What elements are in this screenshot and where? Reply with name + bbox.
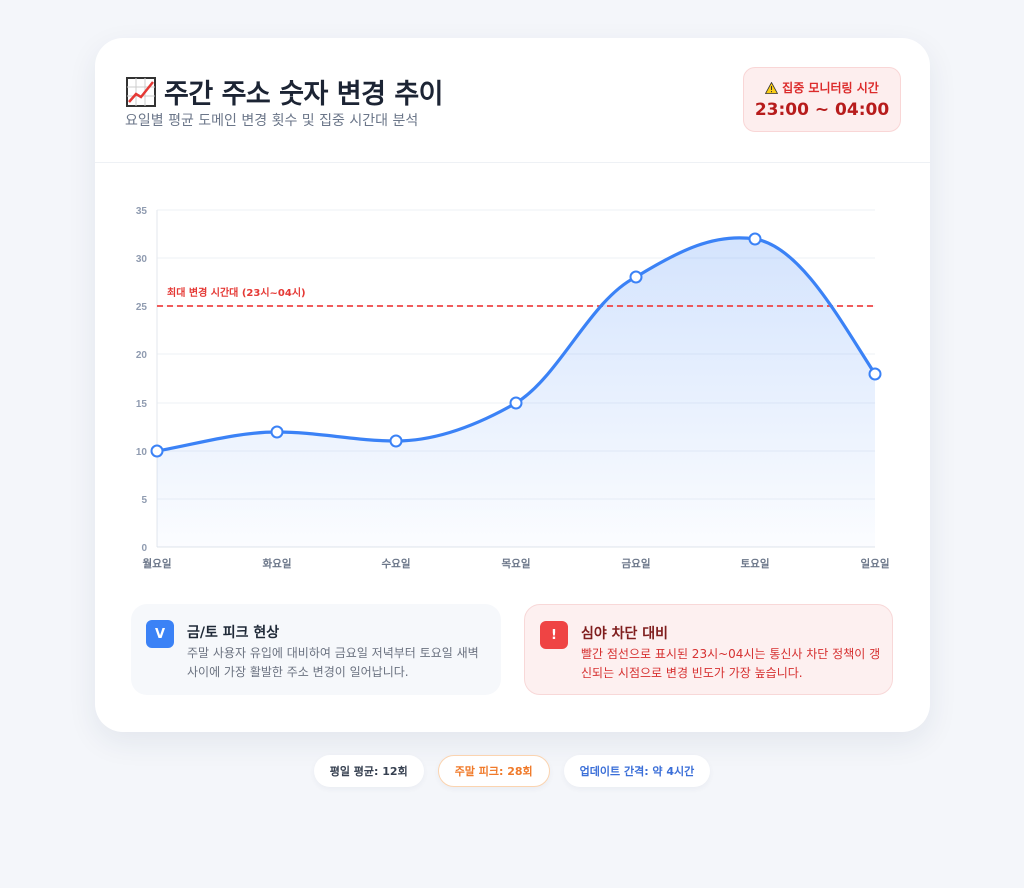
- monitoring-time: 23:00 ~ 04:00: [754, 100, 890, 120]
- svg-text:목요일: 목요일: [502, 557, 531, 570]
- chart-increasing-icon: [126, 76, 156, 107]
- svg-text:수요일: 수요일: [382, 557, 411, 570]
- stats-bar: 평일 평균: 12회 주말 피크: 28회 업데이트 간격: 약 4시간: [0, 755, 1024, 787]
- title-row: 주간 주소 숫자 변경 추이: [126, 72, 444, 111]
- stat-update-interval: 업데이트 간격: 약 4시간: [563, 755, 711, 787]
- threshold-label: 최대 변경 시간대 (23시~04시): [167, 286, 306, 299]
- data-point-thu[interactable]: [509, 396, 523, 410]
- data-point-sat[interactable]: [748, 232, 762, 246]
- insight-title: 금/토 피크 현상: [187, 625, 280, 641]
- monitoring-label: 집중 모니터링 시간: [782, 81, 879, 95]
- data-point-sun[interactable]: [868, 367, 882, 381]
- y-tick-labels: 35 30 25 20 15 10 5 0: [136, 206, 148, 554]
- data-point-wed[interactable]: [389, 434, 403, 448]
- insight-text: 빨간 점선으로 표시된 23시~04시는 통신사 차단 정책이 갱신되는 시점으…: [581, 647, 881, 680]
- svg-text:화요일: 화요일: [263, 557, 292, 570]
- monitoring-time-badge: 집중 모니터링 시간 23:00 ~ 04:00: [743, 67, 901, 132]
- svg-text:0: 0: [141, 543, 147, 554]
- svg-text:25: 25: [136, 302, 148, 313]
- x-tick-labels: 월요일 화요일 수요일 목요일 금요일 토요일 일요일: [143, 557, 890, 570]
- stat-weekend-peak: 주말 피크: 28회: [437, 755, 550, 787]
- svg-text:토요일: 토요일: [741, 557, 770, 570]
- data-points: [150, 232, 882, 458]
- insight-title: 심야 차단 대비: [581, 626, 669, 642]
- svg-text:35: 35: [136, 206, 148, 217]
- svg-text:30: 30: [136, 254, 148, 265]
- svg-text:월요일: 월요일: [143, 557, 172, 570]
- data-point-tue[interactable]: [270, 425, 284, 439]
- insight-weekend-peak: V 금/토 피크 현상 주말 사용자 유입에 대비하여 금요일 저녁부터 토요일…: [131, 604, 501, 695]
- insight-night-block: ! 심야 차단 대비 빨간 점선으로 표시된 23시~04시는 통신사 차단 정…: [524, 604, 893, 695]
- svg-text:20: 20: [136, 350, 148, 361]
- data-point-mon[interactable]: [150, 444, 164, 458]
- svg-text:10: 10: [136, 447, 148, 458]
- area-fill: [157, 237, 875, 547]
- card-header: 주간 주소 숫자 변경 추이 요일별 평균 도메인 변경 횟수 및 집중 시간대…: [95, 38, 930, 163]
- alert-badge-icon: !: [540, 621, 568, 649]
- svg-text:일요일: 일요일: [861, 557, 890, 570]
- check-badge-icon: V: [146, 620, 174, 648]
- svg-text:금요일: 금요일: [622, 557, 651, 570]
- chart-card: 주간 주소 숫자 변경 추이 요일별 평균 도메인 변경 횟수 및 집중 시간대…: [95, 38, 930, 732]
- page-subtitle: 요일별 평균 도메인 변경 횟수 및 집중 시간대 분석: [125, 113, 419, 129]
- svg-text:5: 5: [141, 495, 147, 506]
- svg-text:15: 15: [136, 399, 148, 410]
- insight-text: 주말 사용자 유입에 대비하여 금요일 저녁부터 토요일 새벽 사이에 가장 활…: [187, 646, 479, 679]
- page-title: 주간 주소 숫자 변경 추이: [164, 79, 444, 110]
- warning-icon: [765, 81, 779, 94]
- stat-weekday-average: 평일 평균: 12회: [313, 755, 424, 787]
- data-point-fri[interactable]: [629, 270, 643, 284]
- line-chart: 35 30 25 20 15 10 5 0 최대 변경 시간대 (23시~04시) 월요일…: [136, 206, 890, 570]
